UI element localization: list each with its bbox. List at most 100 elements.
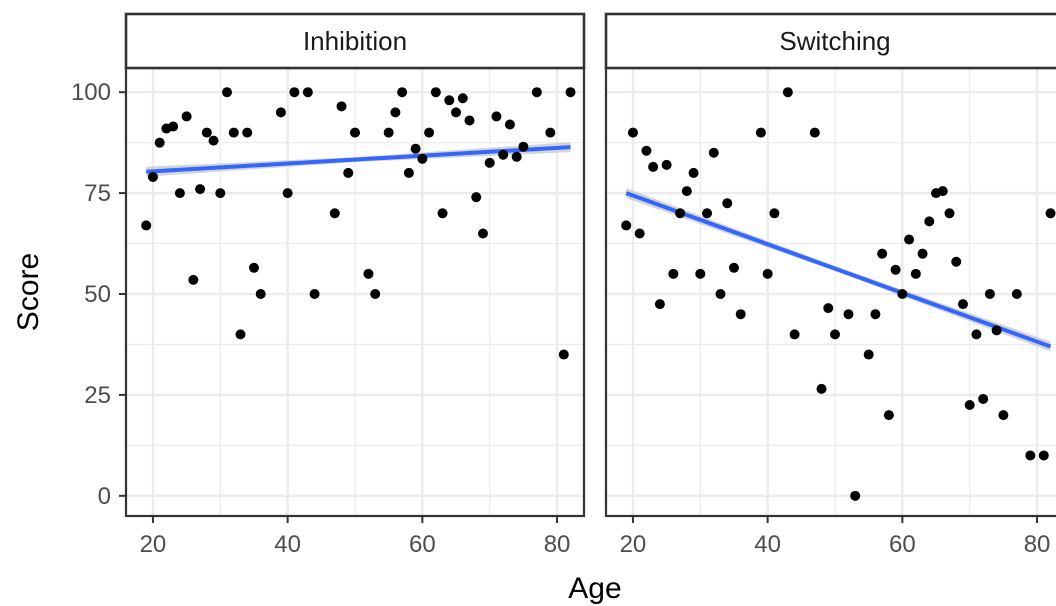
data-point [141,220,152,231]
data-point [715,289,726,300]
data-point [1025,450,1036,461]
data-point [850,490,861,501]
data-point [634,228,645,239]
data-point [735,309,746,320]
data-point [417,153,428,164]
data-point [289,87,300,98]
data-point [228,127,239,138]
data-point [498,149,509,160]
data-point [877,248,888,259]
data-point [627,127,638,138]
data-point [688,167,699,178]
data-point [222,87,233,98]
x-tick-label: 40 [754,531,781,558]
data-point [951,256,962,267]
y-tick-label: 50 [84,281,111,308]
data-point [302,87,313,98]
data-point [430,87,441,98]
data-point [174,188,185,199]
data-point [809,127,820,138]
data-point [789,329,800,340]
data-point [282,188,293,199]
data-point [904,234,915,245]
data-point [471,192,482,203]
data-point [897,289,908,300]
data-points [621,87,1056,501]
data-point [558,349,569,360]
data-point [937,186,948,197]
data-point [971,329,982,340]
x-tick-label: 20 [620,531,647,558]
data-point [235,329,246,340]
strip-background [124,12,586,70]
data-point [648,161,659,172]
data-point [890,264,901,275]
data-point [383,127,394,138]
data-point [883,410,894,421]
data-point [437,208,448,219]
data-point [309,289,320,300]
data-point [248,262,259,273]
x-tick-label: 80 [544,531,571,558]
x-axis-ticks: 20 40 60 80 [620,516,1051,558]
data-point [991,325,1002,336]
data-point [410,143,421,154]
data-point [695,268,706,279]
data-point [350,127,360,138]
data-point [545,127,556,138]
data-point [504,119,515,130]
data-point [816,383,827,394]
data-point [769,208,780,219]
data-point [910,268,921,279]
data-point [957,299,968,310]
x-tick-label: 60 [889,531,916,558]
data-point [181,111,192,122]
data-point [728,262,739,273]
data-point [762,268,773,279]
data-point [917,248,928,259]
regression-line [625,191,1052,349]
data-point [343,167,354,178]
strip-background [604,12,1056,70]
data-point [329,208,340,219]
data-point [464,115,475,126]
x-tick-label: 20 [140,531,167,558]
data-point [1038,450,1049,461]
y-tick-label: 25 [84,382,111,409]
y-axis-ticks: 0 25 50 75 100 [71,79,126,510]
data-point [491,111,502,122]
data-point [168,121,179,132]
data-point [424,127,435,138]
x-tick-label: 40 [274,531,301,558]
data-point [661,159,672,170]
panel-title-inhibition: Inhibition [303,26,407,56]
data-point [702,208,713,219]
data-point [363,268,374,279]
data-points [141,87,576,360]
data-point [215,188,226,199]
data-point [843,309,854,320]
data-point [208,135,219,146]
data-point [978,393,989,404]
data-point [675,208,686,219]
panel-inhibition: Inhibition 20 40 60 80 [124,12,586,558]
data-point [621,220,632,231]
y-tick-label: 0 [98,483,111,510]
data-point [242,127,253,138]
x-axis-ticks: 20 40 60 80 [140,516,571,558]
data-point [195,184,206,195]
data-point [654,299,665,310]
x-axis-title: Age [568,572,621,605]
data-point [275,107,286,118]
y-tick-label: 100 [71,79,111,106]
data-point [511,151,522,162]
data-point [681,186,692,197]
data-point [830,329,840,340]
data-point [451,107,462,118]
data-point [565,87,576,98]
x-tick-label: 80 [1024,531,1051,558]
data-point [1045,208,1056,219]
data-point [444,95,455,106]
data-point [477,228,488,239]
data-point [641,145,652,156]
